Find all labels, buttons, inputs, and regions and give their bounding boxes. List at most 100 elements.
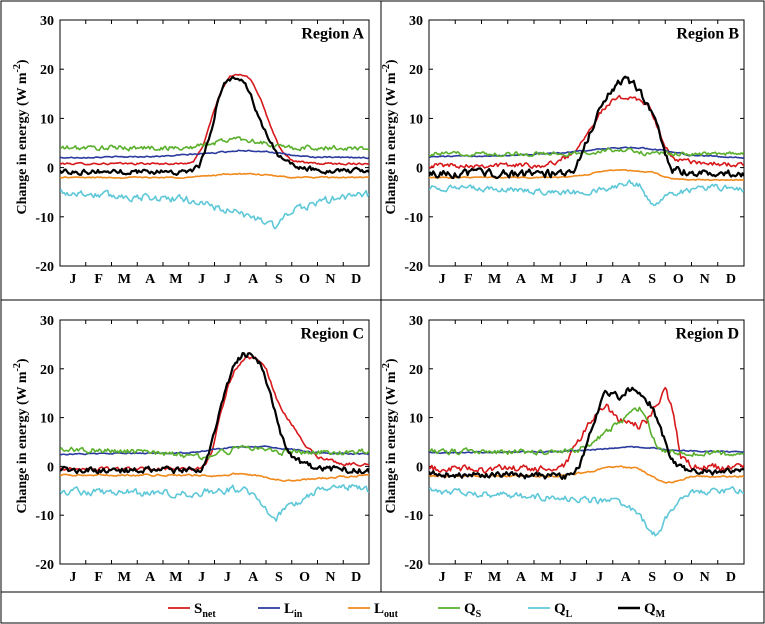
y-tick-label: 30 — [40, 14, 54, 29]
y-tick-label: 0 — [416, 460, 423, 475]
x-tick-label: A — [516, 570, 527, 585]
y-tick-label: 0 — [47, 460, 54, 475]
x-tick-label: N — [325, 272, 335, 287]
y-tick-label: -10 — [35, 509, 54, 524]
series-line-lout — [60, 472, 369, 482]
series-line-lin — [429, 445, 744, 455]
series-line-snet — [429, 386, 744, 474]
x-tick-label: J — [596, 570, 603, 585]
series-line-ql — [429, 485, 744, 537]
y-tick-label: -20 — [404, 558, 423, 573]
x-tick-label: J — [570, 570, 577, 585]
series-line-lout — [60, 172, 369, 180]
legend-label: QL — [554, 601, 573, 620]
y-tick-label: 10 — [409, 112, 423, 127]
x-tick-label: M — [541, 272, 554, 287]
legend-label: Lout — [374, 601, 399, 620]
legend-item-snet: Snet — [168, 601, 216, 620]
legend-item-ql: QL — [528, 601, 573, 620]
x-tick-label: A — [248, 272, 259, 287]
series-line-qs — [429, 406, 744, 458]
y-axis-label: Change in energy (W m-2) — [12, 59, 30, 214]
x-tick-label: A — [621, 570, 632, 585]
x-tick-label: O — [673, 570, 684, 585]
y-tick-label: 20 — [40, 363, 54, 378]
panel-title: Region D — [675, 325, 739, 342]
x-tick-label: J — [439, 272, 446, 287]
y-tick-label: 20 — [40, 63, 54, 78]
x-tick-label: N — [700, 570, 710, 585]
y-tick-label: -20 — [35, 558, 54, 573]
y-axis-label: Change in energy (W m-2) — [381, 59, 399, 214]
series-line-lin — [60, 149, 369, 160]
legend-label: Snet — [194, 601, 216, 620]
series-line-ql — [429, 179, 744, 207]
series-line-qm — [60, 75, 369, 176]
x-tick-label: M — [488, 570, 501, 585]
y-tick-label: 30 — [409, 14, 423, 29]
x-tick-label: D — [726, 272, 736, 287]
x-tick-label: F — [464, 570, 473, 585]
y-tick-label: -10 — [404, 509, 423, 524]
x-tick-label: O — [299, 570, 310, 585]
x-tick-label: A — [516, 272, 527, 287]
legend-item-lin: Lin — [258, 601, 303, 620]
series-line-snet — [429, 94, 744, 170]
y-tick-label: 0 — [47, 162, 54, 177]
x-tick-label: J — [224, 570, 231, 585]
x-tick-label: M — [541, 570, 554, 585]
series-group — [429, 386, 744, 537]
x-tick-label: O — [673, 272, 684, 287]
series-line-qm — [429, 386, 744, 481]
legend-label: QM — [644, 601, 666, 620]
series-group — [429, 75, 744, 207]
legend-item-qm: QM — [618, 601, 666, 620]
x-tick-label: M — [169, 272, 182, 287]
legend-label: QS — [464, 601, 482, 620]
y-tick-label: 10 — [409, 412, 423, 427]
series-line-lout — [429, 168, 744, 182]
x-tick-label: A — [621, 272, 632, 287]
x-tick-label: N — [700, 272, 710, 287]
series-line-ql — [60, 483, 369, 522]
x-tick-label: S — [275, 272, 283, 287]
x-tick-label: D — [351, 272, 361, 287]
y-tick-label: 20 — [409, 363, 423, 378]
x-tick-label: M — [169, 570, 182, 585]
panel-title: Region B — [676, 25, 739, 42]
x-tick-label: D — [726, 570, 736, 585]
x-tick-label: M — [118, 570, 131, 585]
x-tick-label: N — [325, 570, 335, 585]
legend: Snet Lin Lout QS QL QM — [168, 601, 666, 620]
series-line-qm — [429, 75, 744, 180]
x-tick-label: A — [145, 272, 156, 287]
x-tick-label: F — [464, 272, 473, 287]
series-line-qs — [60, 444, 369, 461]
x-tick-label: F — [94, 272, 103, 287]
y-axis-label: Change in energy (W m-2) — [12, 358, 30, 513]
series-group — [60, 73, 369, 230]
series-line-qm — [60, 352, 369, 475]
y-tick-label: -10 — [404, 211, 423, 226]
y-tick-label: -20 — [404, 260, 423, 275]
y-axis-label: Change in energy (W m-2) — [381, 358, 399, 513]
panel-title: Region C — [300, 325, 364, 342]
series-line-qs — [60, 136, 369, 152]
x-tick-label: J — [198, 272, 205, 287]
series-line-qs — [429, 147, 744, 158]
x-tick-label: S — [275, 570, 283, 585]
legend-item-lout: Lout — [348, 601, 399, 620]
x-tick-label: S — [648, 570, 656, 585]
series-line-ql — [60, 189, 369, 230]
x-tick-label: J — [69, 570, 76, 585]
x-tick-label: A — [145, 570, 156, 585]
y-tick-label: 30 — [409, 314, 423, 329]
x-tick-label: J — [224, 272, 231, 287]
x-tick-label: D — [351, 570, 361, 585]
